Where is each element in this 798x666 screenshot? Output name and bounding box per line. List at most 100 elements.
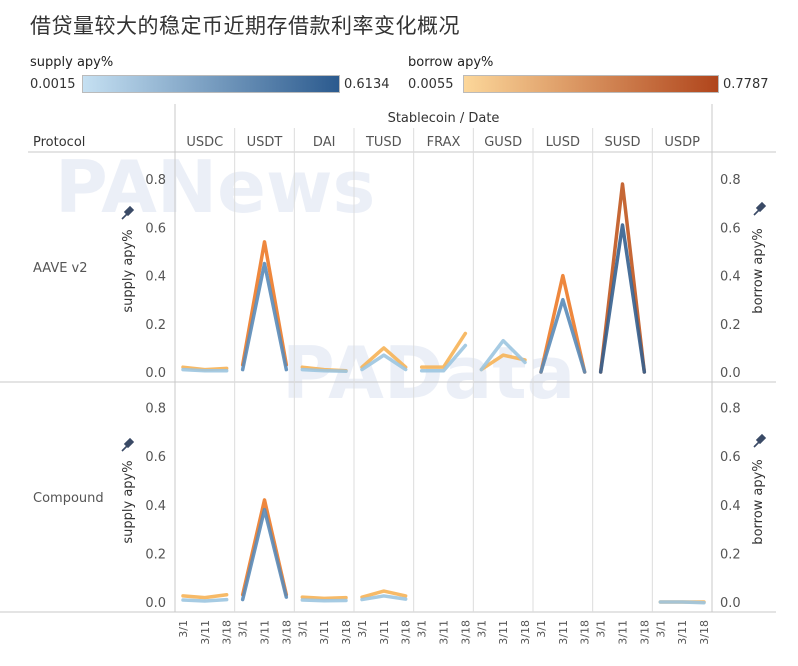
column-header-susd: SUSD <box>604 135 640 150</box>
y-tick-label-right: 0.0 <box>720 366 741 381</box>
date-tick-label: 3/1 <box>356 620 369 638</box>
date-tick-label: 3/11 <box>676 620 689 645</box>
column-header-usdp: USDP <box>664 135 700 150</box>
date-tick-label: 3/1 <box>177 620 190 638</box>
supply-line-frax <box>419 343 468 373</box>
supply-line-dai <box>300 367 348 374</box>
column-header-dai: DAI <box>313 135 336 150</box>
y-tick-label-right: 0.6 <box>720 450 741 465</box>
borrow-line-susd <box>598 182 647 374</box>
supply-legend-label: supply apy% <box>30 55 114 70</box>
y-tick-label-left: 0.8 <box>145 173 166 188</box>
y-tick-label-right: 0.4 <box>720 499 741 514</box>
y-tick-label-right: 0.8 <box>720 173 741 188</box>
y-tick-label-right: 0.0 <box>720 596 741 611</box>
supply-legend-min: 0.0015 <box>30 77 76 92</box>
borrow-legend-label: borrow apy% <box>408 55 494 70</box>
date-tick-label: 3/18 <box>459 620 472 645</box>
column-header-usdt: USDT <box>247 135 283 150</box>
watermark-panews: PANews <box>55 145 375 229</box>
row-label-compound: Compound <box>33 491 104 506</box>
date-tick-label: 3/11 <box>259 620 272 645</box>
y-tick-label-right: 0.2 <box>720 547 741 562</box>
y-axis-title-left: supply apy% <box>121 460 136 543</box>
borrow-legend-max: 0.7787 <box>723 77 769 92</box>
date-tick-label: 3/18 <box>579 620 592 645</box>
supply-line-susd <box>598 223 647 374</box>
pin-icon <box>121 437 135 452</box>
borrow-line-usdc <box>181 592 229 600</box>
y-tick-label-left: 0.2 <box>145 318 166 333</box>
date-tick-label: 3/1 <box>654 620 667 638</box>
borrow-line-lusd <box>539 273 587 374</box>
column-header-gusd: GUSD <box>484 135 522 150</box>
borrow-line-tusd <box>360 346 408 369</box>
row-header-protocol: Protocol <box>33 135 85 150</box>
supply-line-usdt <box>240 507 289 602</box>
supply-color-scale <box>82 75 340 93</box>
y-tick-label-right: 0.4 <box>720 270 741 285</box>
y-tick-label-left: 0.6 <box>145 221 166 236</box>
date-tick-label: 3/18 <box>698 620 711 645</box>
borrow-line-dai <box>300 595 348 601</box>
y-tick-label-left: 0.8 <box>145 402 166 417</box>
borrow-line-gusd <box>479 353 527 372</box>
date-tick-label: 3/1 <box>595 620 608 638</box>
y-axis-title-right: borrow apy% <box>751 459 766 544</box>
column-header-lusd: LUSD <box>546 135 580 150</box>
supply-line-usdp <box>658 600 706 605</box>
borrow-line-usdt <box>240 240 289 367</box>
supply-line-tusd <box>360 353 408 372</box>
supply-line-usdc <box>181 597 229 603</box>
y-tick-label-left: 0.2 <box>145 547 166 562</box>
borrow-line-tusd <box>360 589 408 599</box>
y-tick-label-right: 0.8 <box>720 402 741 417</box>
supply-line-usdt <box>240 261 289 372</box>
supply-legend-max: 0.6134 <box>344 77 390 92</box>
date-tick-label: 3/11 <box>199 620 212 645</box>
date-tick-label: 3/11 <box>497 620 510 645</box>
date-tick-label: 3/11 <box>438 620 451 645</box>
borrow-legend-min: 0.0055 <box>408 77 454 92</box>
borrow-color-scale <box>463 75 719 93</box>
watermark-padata: PAData <box>282 331 575 415</box>
column-header-frax: FRAX <box>427 135 461 150</box>
borrow-line-frax <box>419 331 468 369</box>
date-tick-label: 3/1 <box>475 620 488 638</box>
date-tick-label: 3/1 <box>296 620 309 638</box>
column-header-tusd: TUSD <box>365 135 402 150</box>
supply-line-gusd <box>479 338 527 372</box>
y-tick-label-right: 0.6 <box>720 221 741 236</box>
date-tick-label: 3/11 <box>378 620 391 645</box>
column-header-usdc: USDC <box>186 135 223 150</box>
y-tick-label-left: 0.4 <box>145 270 166 285</box>
pin-icon <box>753 201 767 216</box>
y-tick-label-left: 0.4 <box>145 499 166 514</box>
pin-icon <box>753 433 767 448</box>
date-tick-label: 3/1 <box>237 620 250 638</box>
supply-line-usdc <box>181 367 229 373</box>
date-tick-label: 3/11 <box>318 620 331 645</box>
y-tick-label-left: 0.0 <box>145 366 166 381</box>
date-tick-label: 3/1 <box>416 620 429 638</box>
y-tick-label-left: 0.6 <box>145 450 166 465</box>
pin-icon <box>121 205 135 220</box>
y-axis-title-right: borrow apy% <box>751 228 766 313</box>
date-tick-label: 3/18 <box>400 620 413 645</box>
date-tick-label: 3/18 <box>519 620 532 645</box>
date-tick-label: 3/11 <box>557 620 570 645</box>
date-tick-label: 3/18 <box>280 620 293 645</box>
date-tick-label: 3/1 <box>535 620 548 638</box>
page-title: 借贷量较大的稳定币近期存借款利率变化概况 <box>30 14 460 38</box>
row-label-aave-v2: AAVE v2 <box>33 261 88 276</box>
y-tick-label-left: 0.0 <box>145 596 166 611</box>
supply-line-lusd <box>539 297 587 374</box>
date-tick-label: 3/18 <box>340 620 353 645</box>
y-axis-title-left: supply apy% <box>121 229 136 312</box>
date-tick-label: 3/18 <box>638 620 651 645</box>
supply-line-tusd <box>360 594 408 602</box>
date-tick-label: 3/18 <box>221 620 234 645</box>
date-tick-label: 3/11 <box>617 620 630 645</box>
supply-line-dai <box>300 598 348 603</box>
